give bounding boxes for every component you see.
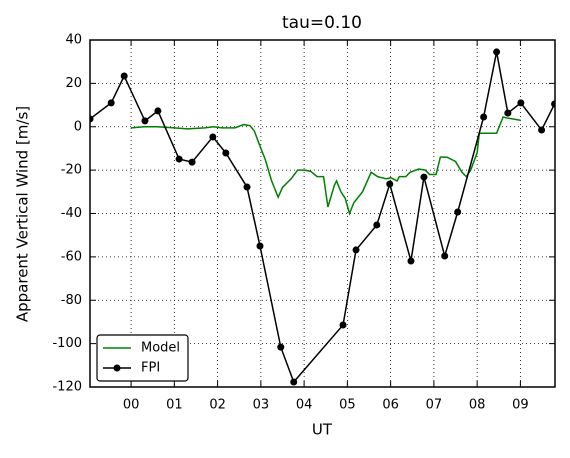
point (352, 246, 360, 254)
x-tick-label: 00 (123, 398, 140, 413)
point (188, 158, 196, 166)
point (107, 99, 115, 107)
point (480, 113, 488, 121)
plot-area (90, 48, 555, 386)
point (209, 133, 217, 141)
point (538, 126, 546, 134)
point (454, 208, 462, 216)
plot-frame (89, 39, 556, 388)
point (120, 72, 128, 80)
x-tick-label: 03 (253, 398, 270, 413)
point (373, 221, 381, 229)
chart-title: tau=0.10 (282, 13, 362, 33)
y-tick-label: 40 (65, 33, 82, 48)
point (277, 343, 285, 351)
x-tick-label: 01 (166, 398, 183, 413)
legend-label: FPI (141, 361, 160, 376)
y-tick-label: -120 (52, 380, 82, 395)
x-tick-label: 09 (512, 398, 529, 413)
point (420, 173, 428, 181)
y-axis-label: Apparent Vertical Wind [m/s] (14, 106, 32, 322)
point (256, 242, 264, 250)
point (493, 48, 501, 56)
y-tick-label: -60 (61, 249, 82, 264)
point (441, 252, 449, 260)
point (141, 117, 149, 125)
point (243, 183, 251, 191)
legend-label: Model (141, 341, 180, 356)
y-tick-label: 0 (74, 119, 82, 134)
series-line (131, 116, 521, 216)
x-tick-label: 07 (426, 398, 443, 413)
point (551, 100, 555, 108)
x-tick-label: 04 (296, 398, 313, 413)
point (386, 180, 394, 188)
point (504, 109, 512, 117)
point (407, 257, 415, 265)
y-tick-label: -80 (61, 293, 82, 308)
x-tick-label: 06 (382, 398, 399, 413)
x-axis-label: UT (312, 421, 333, 439)
x-tick-label: 08 (469, 398, 486, 413)
legend-marker (113, 364, 121, 372)
point (175, 155, 183, 163)
y-tick-label: -20 (61, 163, 82, 178)
x-tick-label: 02 (209, 398, 226, 413)
point (154, 107, 162, 115)
y-tick-label: -40 (61, 206, 82, 221)
x-tick-label: 05 (339, 398, 356, 413)
point (222, 149, 230, 157)
point (517, 99, 525, 107)
y-tick-label: 20 (65, 76, 82, 91)
point (339, 321, 347, 329)
point (90, 115, 94, 123)
series-line (90, 51, 555, 384)
point (290, 378, 298, 386)
y-tick-label: -100 (52, 336, 82, 351)
